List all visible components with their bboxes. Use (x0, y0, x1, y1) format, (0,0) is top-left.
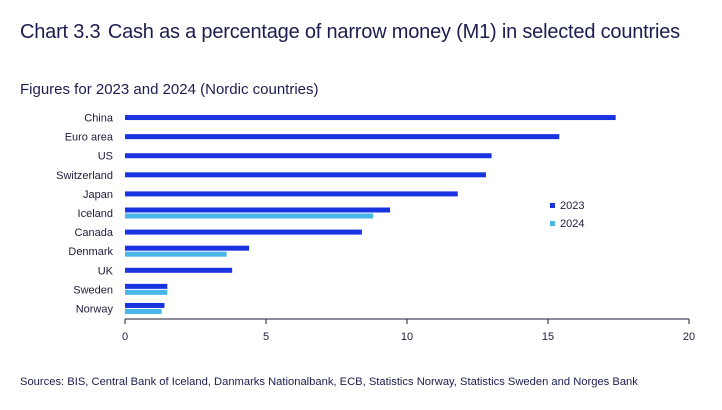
x-tick-label: 15 (542, 331, 554, 343)
category-label: Sweden (73, 284, 113, 296)
bar-2023 (125, 245, 250, 251)
category-label: China (84, 113, 114, 125)
legend-label-2023: 2023 (560, 200, 584, 212)
x-tick-label: 5 (263, 331, 269, 343)
legend-label-2024: 2024 (560, 218, 584, 230)
chart-number: Chart 3.3 (20, 21, 101, 43)
bar-2023 (125, 267, 233, 273)
bar-2024 (125, 308, 162, 314)
category-label: Euro area (65, 132, 114, 144)
bar-2024 (125, 213, 374, 219)
bar-2023 (125, 153, 492, 159)
legend-swatch-2023 (550, 203, 555, 208)
bar-2023 (125, 283, 168, 289)
chart-title-text: Cash as a percentage of narrow money (M1… (107, 21, 680, 43)
x-tick-label: 0 (122, 331, 128, 343)
source-note: Sources: BIS, Central Bank of Iceland, D… (20, 376, 638, 388)
bar-2023 (125, 172, 486, 178)
category-label: Norway (76, 303, 114, 315)
category-label: Denmark (68, 246, 113, 258)
chart-title: Chart 3.3 Cash as a percentage of narrow… (20, 20, 700, 45)
bar-2024 (125, 289, 168, 295)
bar-2024 (125, 251, 227, 257)
bar-2023 (125, 115, 616, 121)
category-label: UK (98, 265, 114, 277)
category-label: Switzerland (56, 170, 113, 182)
bar-2023 (125, 134, 560, 140)
category-label: Iceland (78, 208, 113, 220)
chart-subtitle: Figures for 2023 and 2024 (Nordic countr… (20, 81, 319, 98)
category-label: Canada (74, 227, 113, 239)
legend-swatch-2024 (550, 221, 555, 226)
x-tick-label: 10 (401, 331, 413, 343)
category-label: Japan (83, 189, 113, 201)
bar-2023 (125, 302, 165, 308)
bar-2023 (125, 229, 362, 235)
bar-2023 (125, 191, 458, 197)
category-label: US (98, 151, 113, 163)
x-tick-label: 20 (683, 331, 695, 343)
bar-2023 (125, 207, 391, 213)
